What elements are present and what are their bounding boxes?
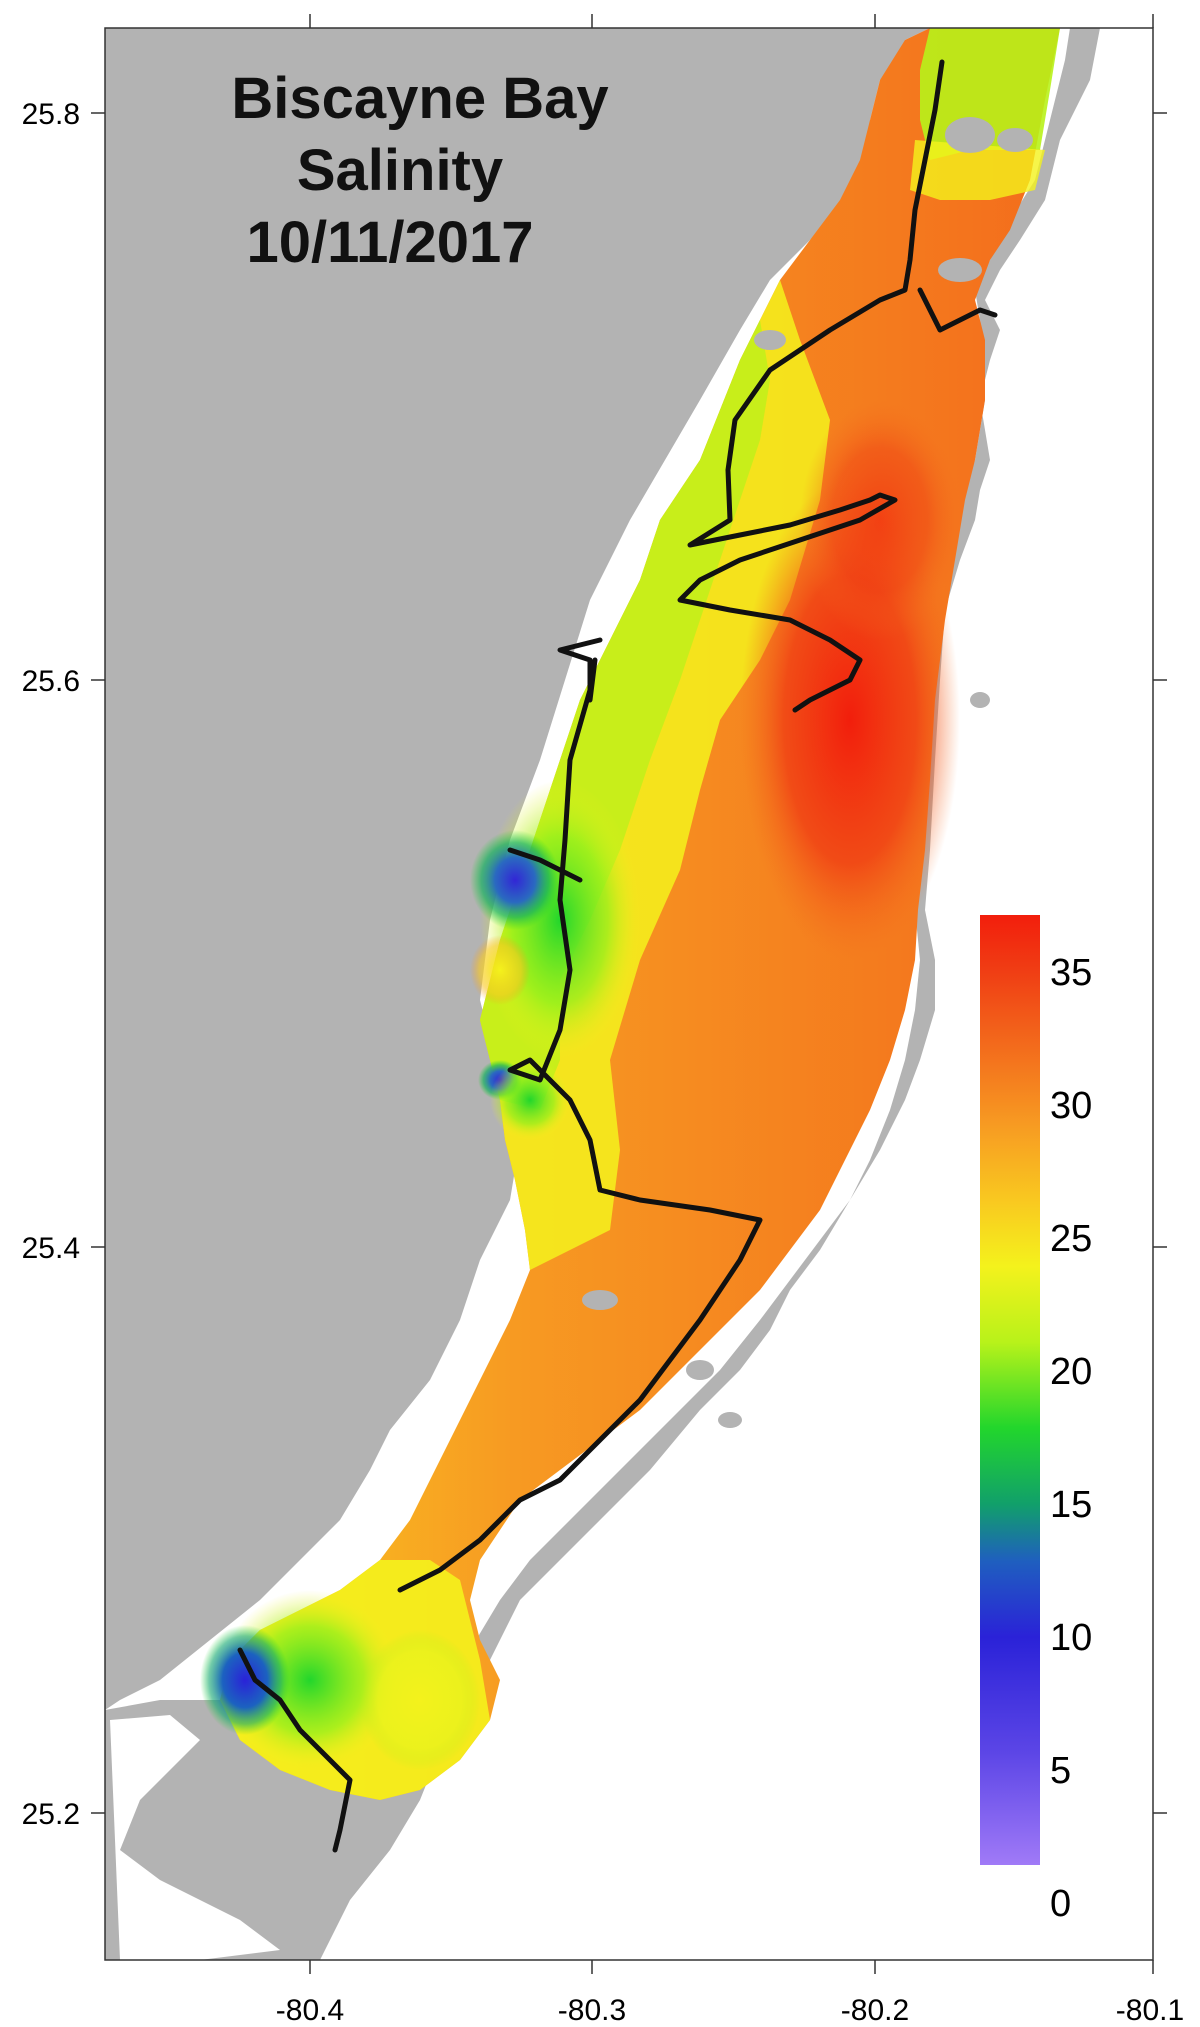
blue-patch-north (470, 830, 560, 930)
colorbar-label: 25 (1050, 1218, 1092, 1260)
title-line-3: 10/11/2017 (246, 210, 533, 275)
map-frame (105, 28, 1153, 1960)
y-tick-label: 25.6 (22, 665, 80, 698)
southern-water (110, 1715, 280, 1960)
colorbar-label: 15 (1050, 1484, 1092, 1526)
north-yellow-zone (910, 140, 1045, 200)
colorbar: 35 30 25 20 15 10 5 0 (980, 915, 1092, 1925)
x-tick-labels: -80.4 -80.3 -80.2 -80.1 (276, 1994, 1184, 2027)
y-tick-label: 25.4 (22, 1232, 80, 1265)
colorbar-label: 5 (1050, 1750, 1071, 1792)
colorbar-label: 35 (1050, 952, 1092, 994)
salinity-field (200, 28, 1060, 1800)
mainland (105, 28, 930, 1710)
x-tick-label: -80.4 (276, 1994, 344, 2027)
south-yellow-zone (360, 1630, 480, 1770)
title-line-1: Biscayne Bay (231, 66, 608, 131)
colorbar-ramp (980, 915, 1040, 1865)
colorbar-label: 10 (1050, 1617, 1092, 1659)
map-title: Biscayne Bay Salinity 10/11/2017 (231, 66, 608, 275)
colorbar-label: 20 (1050, 1351, 1092, 1393)
title-line-2: Salinity (297, 138, 503, 203)
x-tick-label: -80.2 (841, 1994, 909, 2027)
axis-ticks (91, 14, 1167, 1974)
plot-border (104, 27, 1154, 1961)
barrier-islands (370, 28, 1100, 1820)
y-tick-labels: 25.8 25.6 25.4 25.2 (22, 98, 80, 1831)
high-salinity-core-2 (800, 400, 960, 640)
south-blue-zone (200, 1625, 290, 1735)
survey-track (237, 59, 998, 1853)
colorbar-label: 30 (1050, 1085, 1092, 1127)
x-tick-label: -80.3 (558, 1994, 626, 2027)
y-tick-label: 25.2 (22, 1798, 80, 1831)
islets (582, 117, 1033, 1428)
colorbar-labels: 35 30 25 20 15 10 5 0 (1050, 952, 1092, 1925)
x-tick-label: -80.1 (1116, 1994, 1184, 2027)
colorbar-label: 0 (1050, 1883, 1071, 1925)
green-patch-lower (490, 1060, 570, 1140)
yellow-patch-west (470, 935, 530, 1005)
y-tick-label: 25.8 (22, 98, 80, 131)
